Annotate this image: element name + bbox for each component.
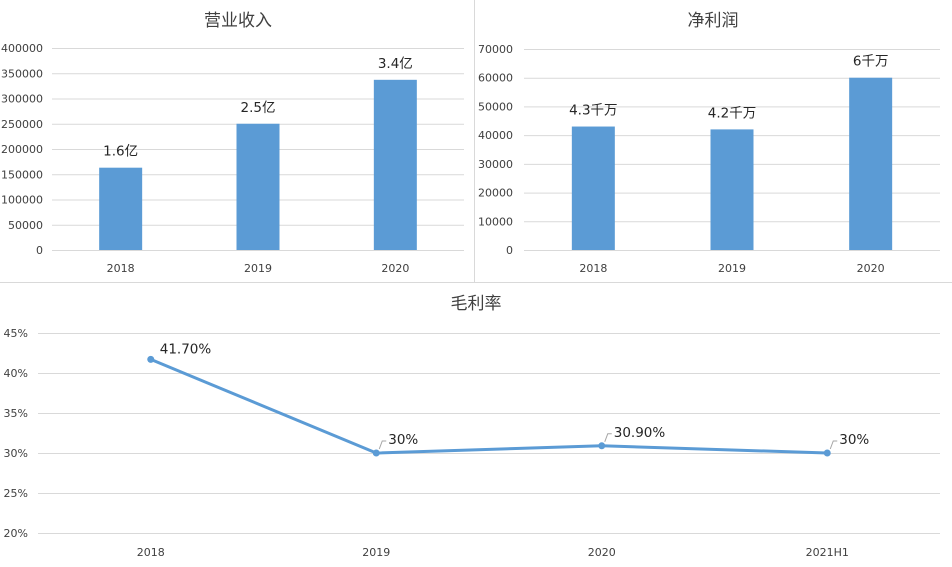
chart-title: 营业收入 (204, 11, 272, 31)
data-label: 1.6亿 (103, 144, 138, 160)
y-tick-label: 20% (4, 527, 28, 540)
x-tick-label: 2019 (718, 262, 746, 275)
y-tick-label: 300000 (1, 93, 43, 106)
y-tick-label: 45% (4, 327, 28, 340)
y-tick-label: 250000 (1, 118, 43, 131)
y-tick-label: 0 (506, 244, 513, 257)
label-leader-line (604, 433, 612, 442)
data-point (823, 449, 831, 457)
data-label: 30% (388, 432, 418, 448)
y-tick-label: 0 (36, 244, 43, 257)
y-tick-label: 25% (4, 487, 28, 500)
y-tick-label: 50000 (478, 100, 513, 113)
y-tick-label: 70000 (478, 43, 513, 56)
x-tick-label: 2020 (381, 262, 409, 275)
bar (236, 123, 280, 250)
y-tick-label: 150000 (1, 168, 43, 181)
label-leader-line (378, 440, 387, 450)
bar (710, 129, 754, 250)
x-tick-label: 2018 (107, 262, 135, 275)
chart-bar-0: 营业收入 0 50000 100000 150000 200000 250000 300000… (1, 11, 464, 275)
data-point (598, 442, 606, 450)
x-tick-label: 2020 (588, 546, 616, 559)
data-label: 41.70% (160, 341, 212, 357)
x-tick-label: 2019 (244, 262, 272, 275)
y-tick-label: 200000 (1, 143, 43, 156)
chart-bar-1: 净利润 0 10000 20000 30000 40000 50000 60000 70000 2… (478, 11, 940, 275)
x-tick-label: 2019 (362, 546, 390, 559)
series-line (150, 358, 828, 455)
data-label: 2.5亿 (241, 100, 276, 116)
chart-line-2: 毛利率 20% 25% 30% 35% 40% 45% 2018 2019 2020 2021H1 4… (4, 294, 940, 559)
y-tick-label: 350000 (1, 67, 43, 80)
y-tick-label: 50000 (8, 219, 43, 232)
x-tick-label: 2020 (857, 262, 885, 275)
y-tick-label: 35% (4, 407, 28, 420)
y-tick-label: 40000 (478, 129, 513, 142)
data-label: 6千万 (853, 54, 889, 70)
x-tick-label: 2018 (579, 262, 607, 275)
data-label: 4.3千万 (569, 103, 617, 119)
chart-title: 净利润 (688, 11, 739, 31)
x-tick-label: 2021H1 (806, 546, 849, 559)
y-tick-label: 30% (4, 447, 28, 460)
y-tick-label: 10000 (478, 215, 513, 228)
x-tick-label: 2018 (137, 546, 165, 559)
bar (373, 79, 417, 250)
y-tick-label: 400000 (1, 42, 43, 55)
bar (571, 126, 615, 250)
data-point (372, 449, 380, 457)
y-tick-label: 30000 (478, 158, 513, 171)
data-point (147, 355, 155, 363)
y-tick-label: 20000 (478, 187, 513, 200)
data-label: 30% (839, 432, 869, 448)
label-leader-line (829, 440, 838, 450)
data-label: 3.4亿 (378, 56, 413, 72)
data-label: 4.2千万 (708, 105, 756, 121)
data-label: 30.90% (614, 425, 666, 441)
y-tick-label: 100000 (1, 194, 43, 207)
chart-title: 毛利率 (451, 294, 502, 314)
y-tick-label: 40% (4, 367, 28, 380)
bar (99, 167, 143, 250)
y-tick-label: 60000 (478, 72, 513, 85)
bar (849, 77, 893, 250)
